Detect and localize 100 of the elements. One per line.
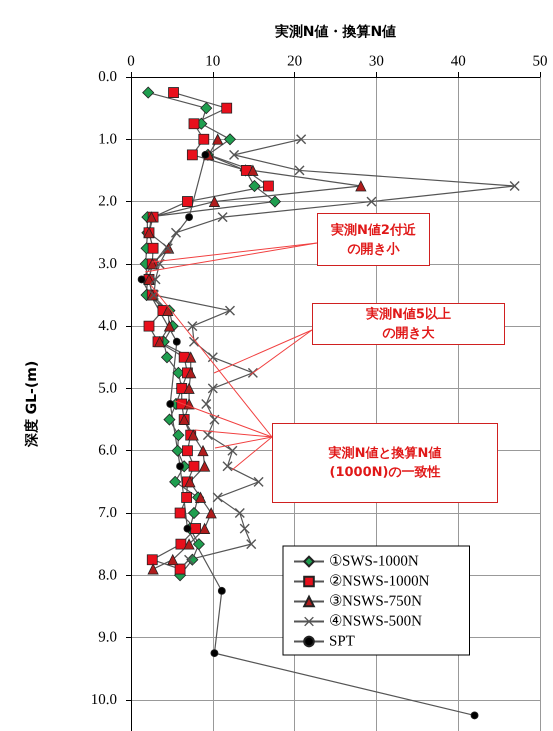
legend-label: ②NSWS-1000N	[329, 574, 430, 590]
point	[184, 476, 196, 488]
point	[146, 554, 158, 566]
point	[184, 538, 194, 550]
point	[186, 149, 198, 160]
point	[142, 86, 154, 98]
point	[224, 306, 235, 316]
point	[148, 242, 158, 254]
point	[254, 476, 264, 487]
y-tick-label: 1.0	[98, 131, 117, 148]
x-tick-label: 0	[127, 54, 135, 70]
y-tick-label: 0.0	[98, 69, 117, 85]
y-tick-label: 10.0	[90, 692, 117, 708]
point	[199, 523, 210, 534]
point	[172, 338, 181, 346]
point	[234, 508, 245, 518]
point	[355, 180, 366, 192]
callout-box: 実測N値5以上の開き大	[312, 303, 505, 345]
point	[263, 180, 274, 192]
legend-label: ④NSWS-500N	[329, 614, 422, 630]
y-tick-label: 4.0	[98, 318, 117, 334]
annotation: 実測N値と換算N値(1000N)の一致性	[328, 444, 442, 482]
point	[138, 276, 146, 284]
point	[144, 320, 154, 332]
point	[188, 336, 199, 347]
x-tick-label: 40	[450, 54, 466, 70]
point	[161, 351, 173, 364]
point	[182, 445, 193, 456]
point	[170, 228, 181, 238]
legend-label: ③NSWS-750N	[329, 594, 422, 610]
point	[187, 321, 198, 332]
point	[195, 492, 206, 503]
point	[294, 165, 305, 176]
point	[198, 445, 208, 456]
point	[192, 538, 205, 550]
point	[222, 461, 233, 472]
point	[174, 508, 186, 518]
point	[184, 554, 194, 565]
point	[188, 118, 200, 130]
point	[224, 133, 236, 146]
point	[166, 400, 174, 408]
point	[210, 649, 218, 658]
point	[185, 352, 196, 363]
point	[366, 196, 376, 207]
point	[227, 446, 238, 456]
point	[246, 539, 256, 550]
annotation: 実測N値5以上の開き大	[365, 306, 452, 343]
point	[184, 524, 192, 532]
point	[169, 476, 182, 488]
point	[198, 134, 210, 145]
y-tick-label: 8.0	[98, 567, 117, 584]
point	[199, 460, 210, 472]
point	[201, 399, 212, 409]
point	[209, 414, 220, 425]
y-tick-label: 5.0	[98, 380, 117, 396]
point	[185, 213, 193, 222]
point	[296, 134, 306, 144]
point	[168, 87, 179, 98]
annotation: 実測N値2付近の開き小	[330, 222, 417, 258]
point	[172, 444, 184, 457]
point	[206, 508, 217, 518]
point	[164, 320, 175, 332]
point	[229, 150, 240, 160]
point	[218, 586, 226, 595]
point	[212, 492, 223, 502]
point	[221, 102, 232, 114]
point	[176, 462, 184, 470]
point	[148, 564, 158, 574]
x-tick-label: 50	[532, 54, 548, 70]
y-tick-label: 9.0	[98, 630, 117, 646]
legend-label: ①SWS-1000N	[329, 554, 419, 570]
point	[209, 196, 220, 207]
point	[164, 414, 176, 426]
y-tick-label: 2.0	[98, 194, 117, 210]
point	[212, 134, 224, 145]
x-tick-label: 20	[287, 54, 302, 70]
point	[248, 180, 260, 192]
legend-label: SPT	[329, 634, 355, 650]
point	[218, 212, 228, 222]
point	[202, 150, 210, 159]
point	[208, 383, 218, 394]
point	[470, 712, 478, 720]
point	[269, 196, 281, 208]
point	[188, 507, 200, 519]
y-axis-title: 深度 GL-(m)	[23, 360, 40, 448]
point	[182, 196, 193, 207]
y-tick-label: 6.0	[98, 442, 117, 459]
callout-box: 実測N値2付近の開き小	[317, 213, 430, 266]
y-tick-label: 7.0	[98, 505, 117, 521]
x-axis-title: 実測N値・換算N値	[274, 23, 396, 40]
callout-box: 実測N値と換算N値(1000N)の一致性	[272, 423, 498, 503]
point	[184, 383, 194, 394]
point	[247, 165, 258, 176]
point	[188, 460, 200, 472]
y-tick-label: 3.0	[98, 256, 117, 272]
x-tick-label: 10	[205, 54, 220, 70]
x-tick-label: 30	[368, 54, 384, 70]
point	[172, 429, 184, 442]
point	[167, 554, 178, 566]
point	[200, 102, 212, 114]
